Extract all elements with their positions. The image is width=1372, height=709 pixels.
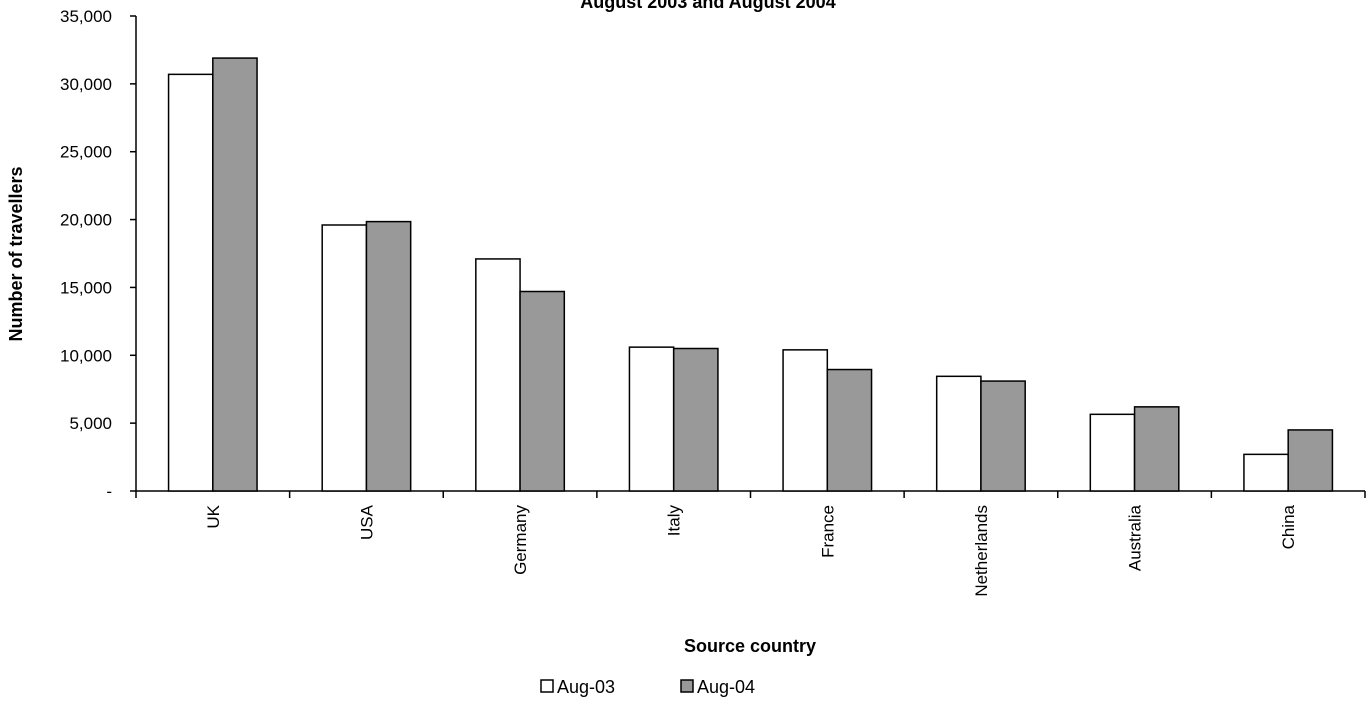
x-tick-label: USA [357, 504, 376, 540]
y-tick-label: 5,000 [69, 414, 112, 433]
bar-aug-03-germany [475, 258, 521, 492]
x-tick-label: Italy [665, 505, 684, 537]
bar-aug-03-australia [1089, 413, 1136, 492]
bar-aug-04-uk [212, 57, 258, 492]
bar-aug-03-china [1243, 453, 1289, 492]
bar-aug-03-netherlands [935, 375, 982, 492]
y-tick-label: 30,000 [60, 75, 112, 94]
x-tick-label: France [818, 505, 837, 558]
y-tick-label: - [106, 482, 112, 501]
bar-aug-03-france [782, 349, 829, 492]
bar-aug-04-australia [1133, 406, 1180, 492]
x-tick-label: Australia [1126, 504, 1145, 571]
bar-aug-03-usa [321, 224, 368, 492]
legend-swatch-aug-03 [540, 679, 554, 693]
legend-label: Aug-03 [557, 677, 615, 697]
bar-aug-03-uk [167, 73, 214, 492]
bar-aug-03-italy [628, 346, 675, 492]
bar-aug-04-china [1287, 429, 1334, 492]
legend-swatch-aug-04 [680, 679, 694, 693]
y-tick-label: 15,000 [60, 278, 112, 297]
legend-label: Aug-04 [697, 677, 755, 697]
y-tick-label: 35,000 [60, 7, 112, 26]
bar-aug-04-usa [365, 220, 412, 492]
x-axis-title: Source country [684, 636, 816, 656]
x-tick-label: Netherlands [972, 505, 991, 597]
legend: Aug-03 Aug-04 [540, 677, 755, 697]
y-tick-label: 20,000 [60, 211, 112, 230]
y-tick-label: 10,000 [60, 346, 112, 365]
bar-aug-04-italy [672, 347, 719, 492]
bar-aug-04-netherlands [980, 380, 1026, 492]
plot-area: - 5,000 10,000 15,000 20,000 25,000 30,000 35,0… [60, 7, 1366, 597]
x-tick-label: China [1279, 504, 1298, 549]
bar-aug-04-france [826, 368, 873, 492]
x-tick-label: Germany [511, 505, 530, 575]
y-tick-label: 25,000 [60, 143, 112, 162]
y-axis-title: Number of travellers [6, 166, 26, 341]
x-tick-label: UK [204, 504, 223, 528]
chart-title: August 2003 and August 2004 [580, 0, 835, 12]
bar-aug-04-germany [519, 290, 566, 492]
